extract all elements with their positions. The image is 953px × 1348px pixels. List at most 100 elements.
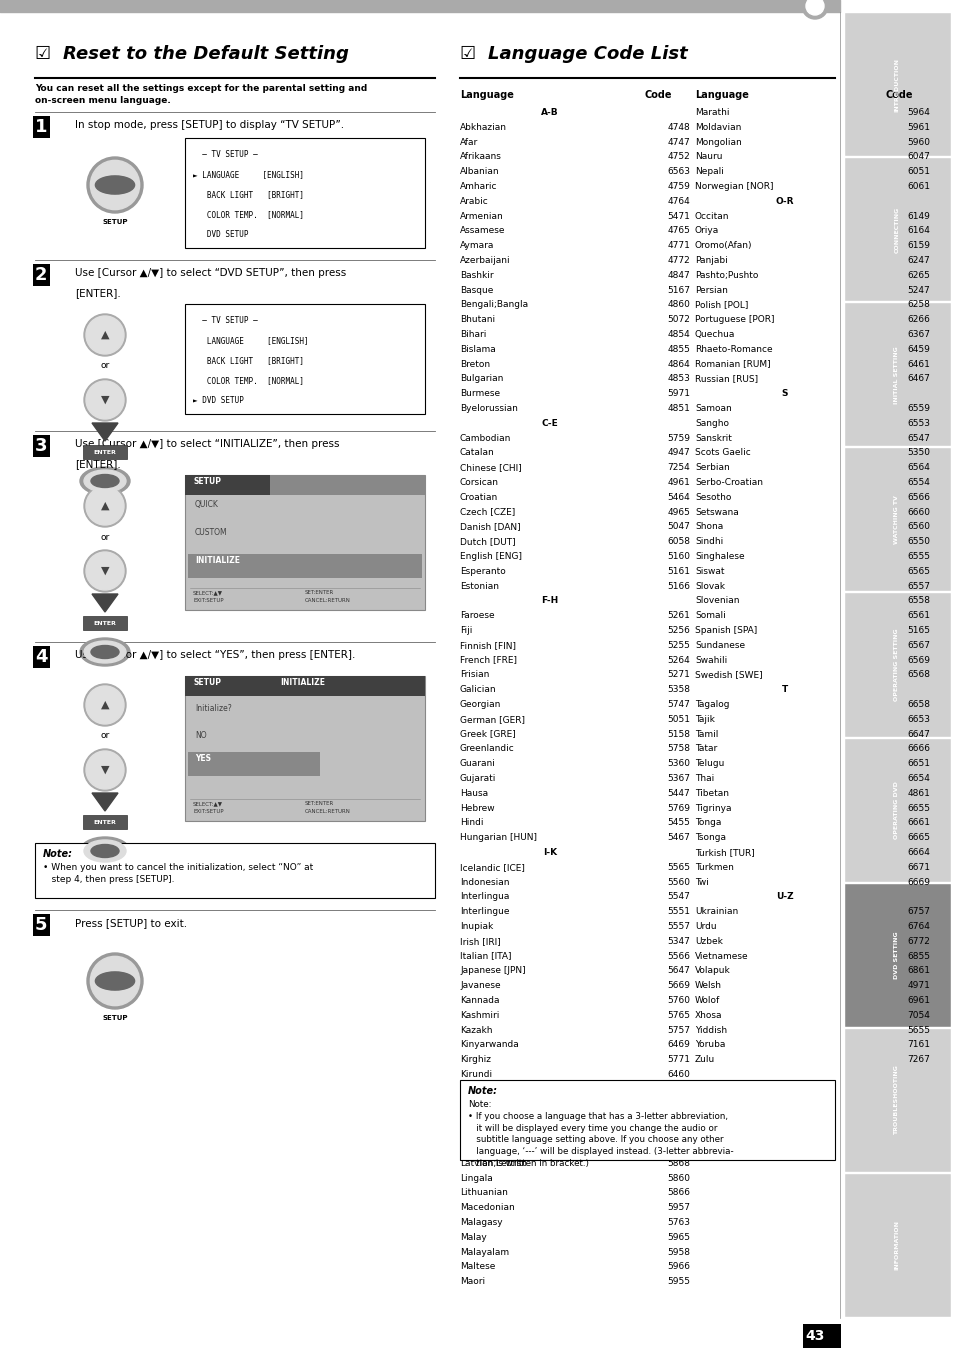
Text: or: or: [100, 532, 110, 542]
Text: Scots Gaelic: Scots Gaelic: [695, 449, 750, 457]
Polygon shape: [91, 793, 118, 811]
Text: 3: 3: [35, 437, 48, 456]
Text: Guarani: Guarani: [459, 759, 496, 768]
Text: LANGUAGE     [ENGLISH]: LANGUAGE [ENGLISH]: [193, 336, 309, 345]
Text: Czech [CZE]: Czech [CZE]: [459, 508, 515, 516]
Text: Twi: Twi: [695, 878, 708, 887]
Circle shape: [87, 953, 143, 1010]
Bar: [844, 303, 950, 446]
Ellipse shape: [84, 840, 126, 861]
Text: Breton: Breton: [459, 360, 490, 368]
Text: Use [Cursor ▲/▼] to select “INITIALIZE”, then press: Use [Cursor ▲/▼] to select “INITIALIZE”,…: [75, 439, 339, 449]
Text: Urdu: Urdu: [695, 922, 716, 931]
Bar: [185, 474, 424, 611]
Text: 5957: 5957: [666, 1204, 689, 1212]
Ellipse shape: [84, 642, 126, 663]
Text: Cambodian: Cambodian: [459, 434, 511, 442]
Text: or: or: [100, 361, 110, 371]
Text: Hindi: Hindi: [459, 818, 483, 828]
Text: Samoan: Samoan: [695, 404, 731, 412]
Text: Press [SETUP] to exit.: Press [SETUP] to exit.: [75, 918, 187, 927]
Text: 5166: 5166: [666, 581, 689, 590]
Text: 6855: 6855: [906, 952, 929, 961]
Text: 5669: 5669: [666, 981, 689, 991]
Text: ▼: ▼: [101, 395, 110, 404]
Bar: [185, 137, 424, 248]
Text: Code: Code: [644, 90, 672, 100]
Text: ▲: ▲: [101, 501, 110, 511]
Text: 6047: 6047: [906, 152, 929, 162]
Text: 7054: 7054: [906, 1011, 929, 1020]
Text: 2: 2: [35, 266, 48, 284]
Text: 5165: 5165: [906, 625, 929, 635]
Text: 7161: 7161: [906, 1041, 929, 1049]
Text: Korean [KOR]: Korean [KOR]: [459, 1085, 519, 1093]
Text: 6664: 6664: [906, 848, 929, 857]
Bar: [270, 474, 424, 495]
Text: INTRODUCTION: INTRODUCTION: [894, 58, 899, 112]
Text: 5455: 5455: [666, 818, 689, 828]
Bar: [188, 752, 319, 776]
Text: Sindhi: Sindhi: [695, 538, 722, 546]
Bar: [185, 675, 424, 821]
Text: 4864: 4864: [666, 360, 689, 368]
Bar: [459, 1080, 834, 1161]
Text: Hausa: Hausa: [459, 789, 488, 798]
Text: ▼: ▼: [101, 766, 110, 775]
Text: SET:ENTER: SET:ENTER: [305, 801, 334, 806]
Text: Bengali;Bangla: Bengali;Bangla: [459, 301, 528, 310]
Text: ENTER: ENTER: [93, 820, 116, 825]
Bar: [802, 1324, 841, 1348]
Text: 5647: 5647: [666, 967, 689, 976]
Text: 6467: 6467: [906, 375, 929, 383]
Text: 6564: 6564: [906, 464, 929, 472]
Text: Thai: Thai: [695, 774, 714, 783]
Text: Assamese: Assamese: [459, 226, 505, 236]
Text: Turkish [TUR]: Turkish [TUR]: [695, 848, 754, 857]
Text: Byelorussian: Byelorussian: [459, 404, 517, 412]
Text: Italian [ITA]: Italian [ITA]: [459, 952, 511, 961]
Text: 6669: 6669: [906, 878, 929, 887]
Circle shape: [84, 379, 126, 421]
Text: Kinyarwanda: Kinyarwanda: [459, 1041, 518, 1049]
Circle shape: [86, 686, 124, 724]
Text: ☑: ☑: [459, 44, 482, 63]
Text: Finnish [FIN]: Finnish [FIN]: [459, 640, 516, 650]
Text: 5971: 5971: [666, 390, 689, 398]
Text: 7254: 7254: [666, 464, 689, 472]
Text: 6469: 6469: [666, 1041, 689, 1049]
Ellipse shape: [80, 837, 130, 865]
Text: Tsonga: Tsonga: [695, 833, 725, 842]
Text: Note:
• If you choose a language that has a 3-letter abbreviation,
   it will be: Note: • If you choose a language that ha…: [468, 1100, 733, 1167]
Bar: [844, 1029, 950, 1171]
Text: ► LANGUAGE     [ENGLISH]: ► LANGUAGE [ENGLISH]: [193, 170, 304, 179]
Text: Tigrinya: Tigrinya: [695, 803, 731, 813]
Text: 6547: 6547: [906, 434, 929, 442]
Text: Kashmiri: Kashmiri: [459, 1011, 498, 1020]
Text: Ukrainian: Ukrainian: [695, 907, 738, 917]
Text: Yiddish: Yiddish: [695, 1026, 726, 1035]
Text: 4764: 4764: [666, 197, 689, 206]
Text: C-E: C-E: [541, 419, 558, 427]
Bar: [844, 884, 950, 1027]
Text: 6558: 6558: [906, 596, 929, 605]
Text: 6367: 6367: [906, 330, 929, 338]
Text: Albanian: Albanian: [459, 167, 499, 177]
Text: ▲: ▲: [101, 330, 110, 340]
Text: O-R: O-R: [775, 197, 794, 206]
Text: – TV SETUP –: – TV SETUP –: [193, 150, 257, 159]
Text: Indonesian: Indonesian: [459, 878, 509, 887]
Text: Bihari: Bihari: [459, 330, 486, 338]
Text: ► DVD SETUP: ► DVD SETUP: [193, 396, 244, 404]
Text: • When you want to cancel the initialization, select “NO” at
   step 4, then pre: • When you want to cancel the initializa…: [43, 863, 313, 884]
Text: Latin: Latin: [459, 1144, 482, 1153]
Text: [ENTER].: [ENTER].: [75, 288, 121, 298]
Text: Nepali: Nepali: [695, 167, 723, 177]
Circle shape: [91, 956, 139, 1006]
Text: CUSTOM: CUSTOM: [194, 528, 228, 537]
Text: 5557: 5557: [666, 922, 689, 931]
Text: 6563: 6563: [666, 167, 689, 177]
Text: ENTER: ENTER: [93, 620, 116, 625]
Text: 5072: 5072: [666, 315, 689, 325]
Text: German [GER]: German [GER]: [459, 714, 524, 724]
